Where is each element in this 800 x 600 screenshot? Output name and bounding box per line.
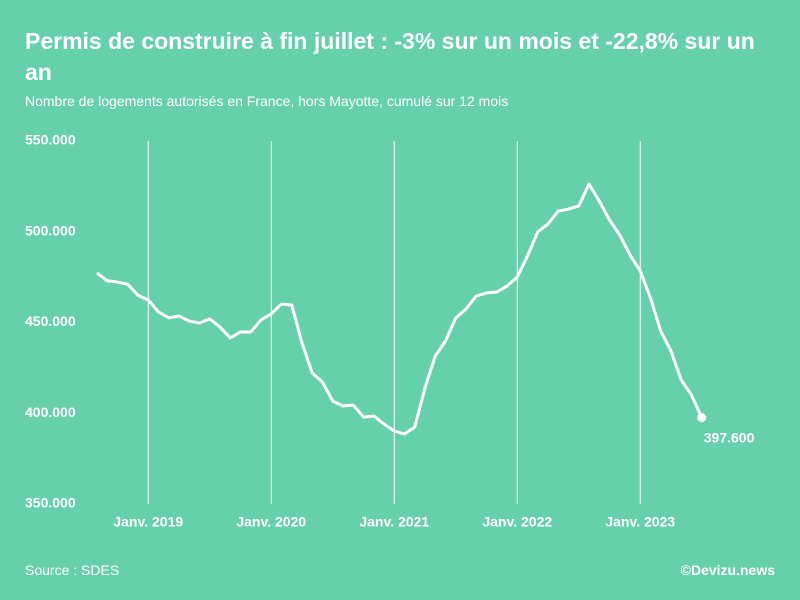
chart-title: Permis de construire à fin juillet : -3%… [25,28,755,85]
y-tick-label: 450.000 [25,313,76,329]
source: Source : SDES [25,562,120,578]
y-tick-label: 500.000 [25,222,76,238]
credit: ©Devizu.news [680,562,775,578]
x-tick-label: Janv. 2019 [113,514,183,530]
line [96,182,704,436]
chart-subtitle: Nombre de logements autorisés en France,… [25,93,509,109]
y-tick-label: 350.000 [25,495,76,511]
value-label: 397.600 [704,429,755,445]
x-tick-label: Janv. 2023 [605,514,675,530]
end-point [697,413,707,423]
y-tick-label: 550.000 [25,132,76,148]
y-tick-label: 400.000 [25,404,76,420]
x-tick-label: Janv. 2021 [359,514,429,530]
x-tick-label: Janv. 2020 [236,514,306,530]
x-tick-label: Janv. 2022 [482,514,552,530]
